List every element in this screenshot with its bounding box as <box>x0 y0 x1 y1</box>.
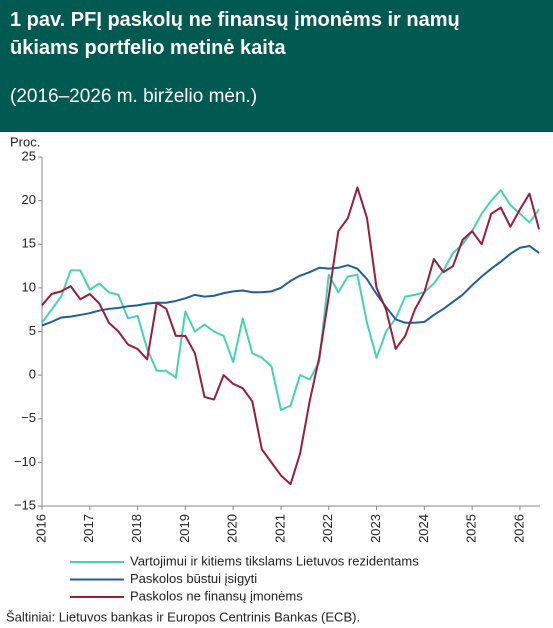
y-tick-label: −15 <box>14 497 36 512</box>
series-line <box>41 244 540 327</box>
x-tick-label: 2016 <box>33 514 48 543</box>
x-tick-label: 2017 <box>81 514 96 543</box>
source: Šaltiniai: Lietuvos bankas ir Europos Ce… <box>6 609 360 624</box>
x-tick-label: 2026 <box>511 514 526 543</box>
x-tick-label: 2024 <box>416 514 431 543</box>
y-tick-label: 25 <box>22 148 36 163</box>
y-tick-label: 20 <box>22 192 36 207</box>
x-tick-label: 2020 <box>225 514 240 543</box>
y-tick-label: 0 <box>29 367 36 382</box>
chart-subtitle: (2016–2026 m. birželio mėn.) <box>10 86 258 107</box>
y-tick-label: 5 <box>29 323 36 338</box>
legend-label: Paskolos būstui įsigyti <box>130 571 257 586</box>
y-tick-label: −10 <box>14 454 36 469</box>
x-tick-label: 2019 <box>177 514 192 543</box>
y-tick-label: 10 <box>22 279 36 294</box>
chart-title: 1 pav. PFĮ paskolų ne finansų įmonėms ir… <box>10 9 460 59</box>
x-tick-label: 2023 <box>368 514 383 543</box>
y-axis-label: Proc. <box>10 134 40 149</box>
legend-label: Paskolos ne finansų įmonėms <box>130 588 303 603</box>
x-tick-label: 2022 <box>320 514 335 543</box>
x-tick-label: 2021 <box>272 514 287 543</box>
y-tick-label: −5 <box>21 410 36 425</box>
series-line <box>41 189 540 412</box>
legend-label: Vartojimui ir kitiems tikslams Lietuvos … <box>130 553 419 568</box>
series-line <box>41 186 541 486</box>
x-tick-label: 2018 <box>129 514 144 543</box>
y-tick-label: 15 <box>22 236 36 251</box>
header: 1 pav. PFĮ paskolų ne finansų įmonėms ir… <box>0 0 553 132</box>
x-tick-label: 2025 <box>464 514 479 543</box>
